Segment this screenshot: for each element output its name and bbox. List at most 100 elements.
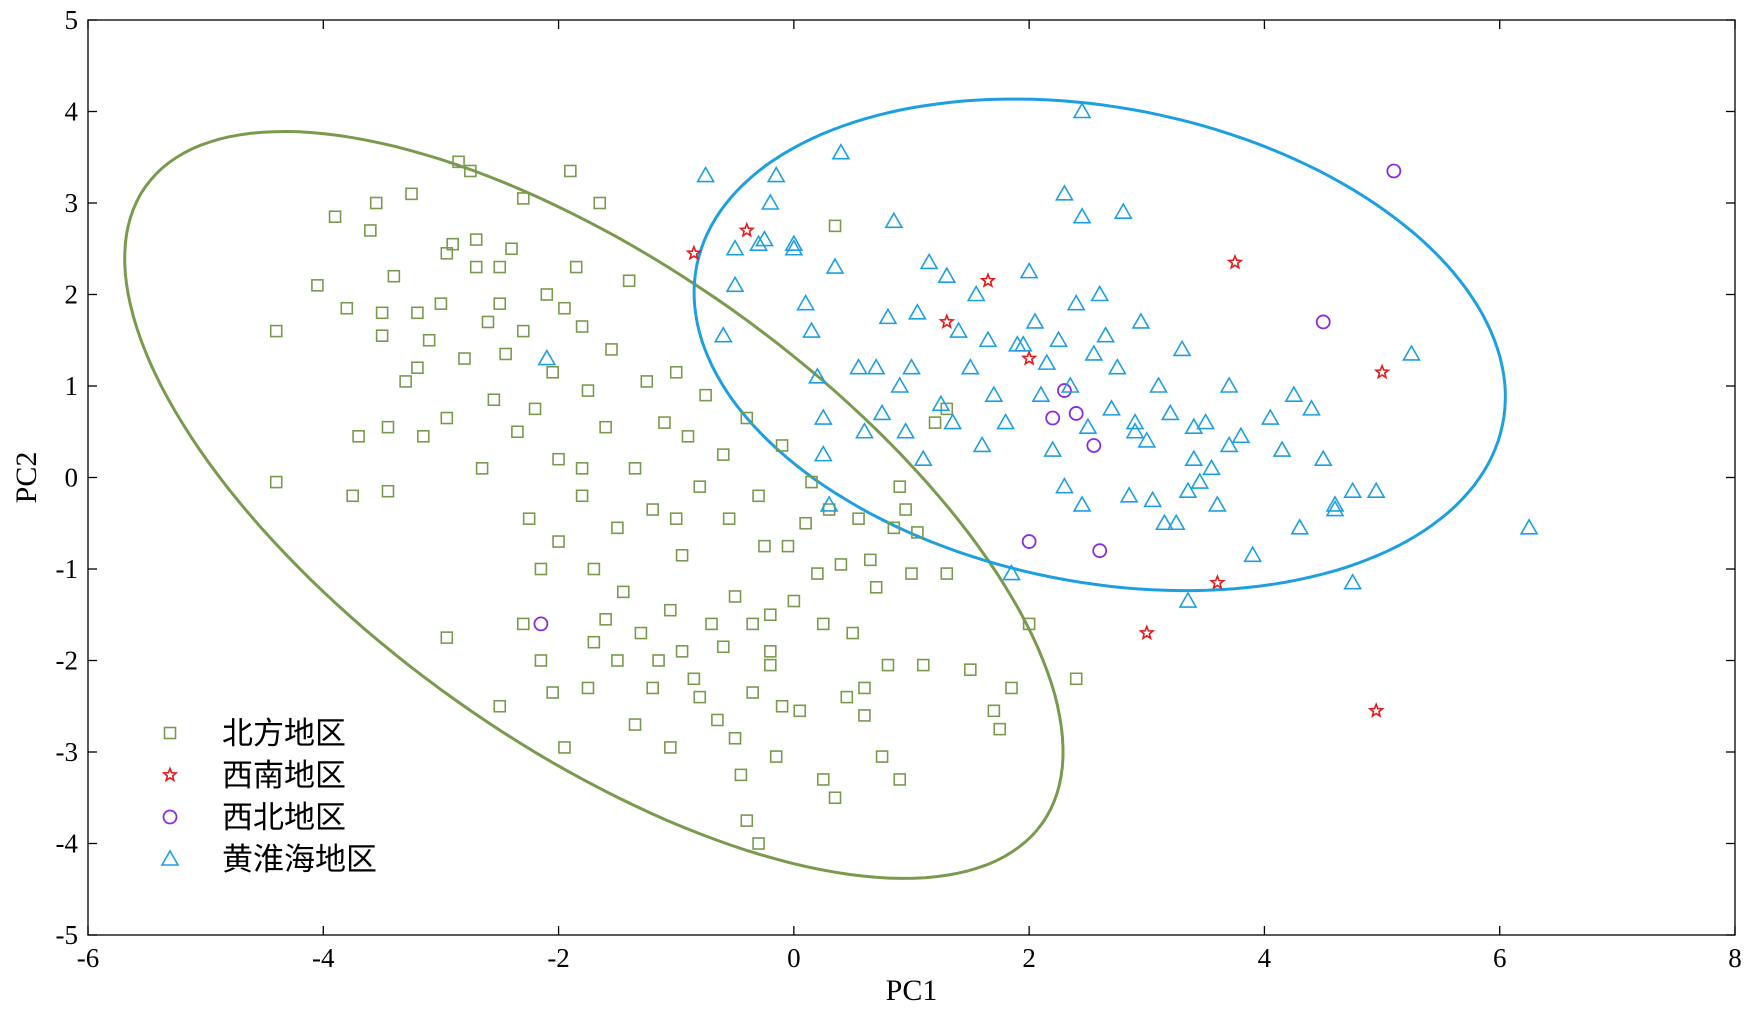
data-point-square [575,462,589,475]
data-point-triangle [1137,431,1157,448]
legend-marker-triangle [160,849,180,866]
data-point-triangle [966,284,986,302]
data-point-square [716,448,730,461]
data-point-triangle [813,445,833,462]
data-point-square [987,704,1001,718]
x-tick-label: -6 [77,943,100,973]
data-point-triangle [878,307,898,325]
data-point-square [793,704,807,718]
data-point-square [464,164,477,178]
x-tick-label: 6 [1493,943,1507,973]
data-point-triangle [984,385,1004,402]
data-point-circle [1315,314,1331,330]
data-point-square [764,645,777,658]
series-square [269,155,1083,850]
data-point-triangle [1243,545,1263,563]
data-point-star [1373,363,1391,380]
data-point-square [964,663,977,676]
data-point-square [405,187,418,201]
y-tick-label: -3 [56,737,79,767]
data-point-square [787,594,801,608]
data-point-square [699,388,712,402]
legend-label: 西南地区 [222,758,346,793]
data-point-square [587,562,601,576]
data-point-square [511,425,524,439]
data-point-triangle [937,266,957,284]
data-point-square [628,462,642,475]
data-point-triangle [1125,412,1145,430]
data-point-square [399,375,412,388]
data-point-square [887,521,901,535]
data-point-triangle [725,275,745,293]
data-point-square [822,503,836,516]
data-point-triangle [813,408,833,425]
data-point-square [834,558,848,571]
legend-label: 西北地区 [222,800,346,835]
data-point-triangle [996,412,1015,430]
y-tick-label: 5 [65,5,79,35]
data-point-square [816,773,830,786]
data-point-triangle [1031,385,1051,402]
data-point-square [928,416,942,429]
data-point-square [546,686,559,699]
data-point-square [816,617,830,631]
data-point-square [564,164,577,178]
series-triangle [537,101,1539,608]
data-point-square [552,535,565,548]
data-point-square [769,750,783,763]
data-point-triangle [1196,412,1215,430]
data-point-star [685,244,703,261]
data-point-square [658,416,671,429]
data-point-square [893,480,907,493]
plot-frame [87,19,1736,936]
data-point-square [440,411,454,425]
data-point-triangle [972,435,992,453]
data-point-triangle [1013,335,1033,352]
data-point-square [634,626,648,640]
data-point-square [840,690,854,704]
data-point-triangle [1325,495,1345,512]
data-point-square [540,288,554,301]
data-point-triangle [1343,481,1363,499]
data-point-square [916,658,930,672]
data-point-triangle [896,422,915,439]
data-point-square [522,512,536,525]
data-point-triangle [1343,573,1363,590]
data-point-star [1138,624,1156,641]
ellipse-layer [123,97,1507,880]
data-point-square [993,722,1007,736]
data-point-square [469,233,483,246]
data-point-square [911,526,924,539]
x-axis-label: PC1 [886,974,938,1007]
data-point-star [738,221,756,238]
data-point-square [381,484,395,498]
data-point-triangle [784,239,804,256]
x-tick-label: -4 [312,943,335,973]
data-point-square [593,196,607,210]
data-point-square [575,489,589,503]
data-point-square [664,603,677,617]
data-point-triangle [1313,449,1333,467]
data-point-square [446,237,459,251]
data-point-square [716,640,730,654]
series-circle [533,163,1402,632]
y-tick-label: 1 [65,371,79,401]
x-tick-label: -2 [547,943,570,973]
legend-marker-circle [162,809,178,825]
data-point-square [581,384,595,397]
data-point-triangle [831,143,851,160]
data-point-circle [1386,163,1402,179]
data-point-triangle [1072,207,1092,224]
data-point-triangle [1002,563,1021,581]
data-point-square [493,297,507,310]
x-tick-label: 4 [1258,943,1272,973]
data-point-triangle [1155,513,1174,531]
data-point-square [1005,681,1018,695]
data-point-square [481,315,495,329]
data-point-square [558,301,571,315]
data-point-circle [1092,543,1108,559]
legend-label: 黄淮海地区 [222,842,377,877]
data-point-triangle [713,326,733,343]
data-point-square [352,430,365,443]
